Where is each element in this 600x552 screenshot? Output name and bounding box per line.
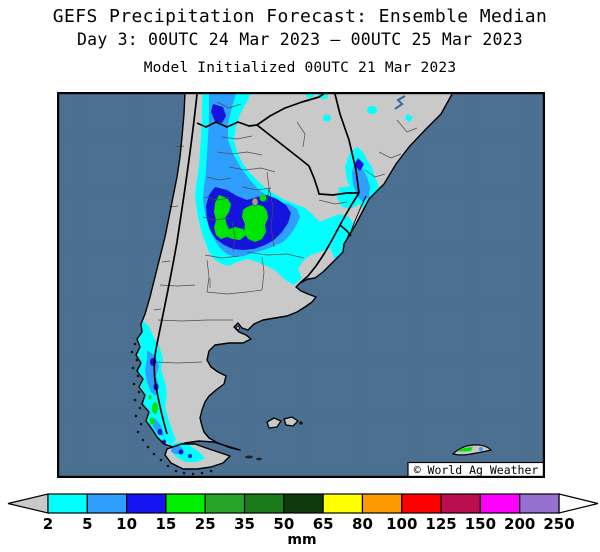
colorbar-tick-80: 80 <box>352 515 373 533</box>
colorbar-canvas: 2 5 10 15 25 35 50 65 80 100 125 150 200 250 mm <box>7 493 599 548</box>
colorbar-tick-100: 100 <box>386 515 417 533</box>
colorbar-cell-200 <box>519 493 560 514</box>
colorbar-tick-15: 15 <box>155 515 176 533</box>
colorbar-cell-125 <box>440 493 481 514</box>
colorbar-cell-15 <box>165 493 206 514</box>
map-border <box>56 91 546 479</box>
colorbar-cell-2 <box>47 493 88 514</box>
colorbar-right-arrow <box>558 493 599 514</box>
country-borders <box>153 89 360 435</box>
forecast-period-subtitle: Day 3: 00UTC 24 Mar 2023 – 00UTC 25 Mar … <box>77 30 523 49</box>
river-icon <box>394 95 406 110</box>
lagoa-dos-patos <box>350 195 367 232</box>
colorbar-tick-5: 5 <box>82 515 92 533</box>
attribution-box: © World Ag Weather <box>407 461 545 479</box>
lagoa-mirim <box>344 233 350 244</box>
colorbar-tick-125: 125 <box>425 515 456 533</box>
colorbar-tick-2: 2 <box>43 515 53 533</box>
colorbar-cell-65 <box>322 493 364 514</box>
colorbar-units-label: mm <box>287 532 316 548</box>
colorbar-tick-labels: 2 5 10 15 25 35 50 65 80 100 125 150 200 250 <box>43 515 575 533</box>
colorbar-cell-50 <box>283 493 324 514</box>
fjord-islets <box>130 342 262 476</box>
province-borders <box>153 101 418 364</box>
map-canvas: © World Ag Weather <box>56 89 546 479</box>
colorbar-cells <box>47 493 560 514</box>
mar-chiquita-lake <box>251 197 259 207</box>
colorbar-cell-10 <box>126 493 167 514</box>
colorbar-tick-200: 200 <box>504 515 535 533</box>
coastline <box>135 91 454 470</box>
page-title: GEFS Precipitation Forecast: Ensemble Me… <box>52 6 548 27</box>
falkland-islands <box>266 416 303 429</box>
bay-island <box>236 326 240 330</box>
colorbar-tick-150: 150 <box>465 515 496 533</box>
model-init-line: Model Initialized 00UTC 21 Mar 2023 <box>143 60 457 76</box>
colorbar-cell-80 <box>361 493 403 514</box>
attribution-text: © World Ag Weather <box>414 463 539 477</box>
colorbar-tick-25: 25 <box>195 515 216 533</box>
colorbar-cell-100 <box>401 493 442 514</box>
colorbar-tick-250: 250 <box>543 515 574 533</box>
colorbar-cell-5 <box>86 493 128 514</box>
colorbar-tick-10: 10 <box>116 515 137 533</box>
water-features <box>236 95 406 330</box>
colorbar-cell-150 <box>479 493 521 514</box>
south-georgia-island <box>451 444 493 456</box>
colorbar-cell-25 <box>204 493 246 514</box>
colorbar-tick-50: 50 <box>273 515 294 533</box>
precipitation-map: © World Ag Weather <box>56 89 546 479</box>
isla-de-los-estados <box>245 455 253 459</box>
colorbar-cell-35 <box>243 493 285 514</box>
colorbar-left-arrow <box>7 493 49 514</box>
colorbar-tick-65: 65 <box>313 515 334 533</box>
precipitation-colorbar: 2 5 10 15 25 35 50 65 80 100 125 150 200 250 mm <box>0 490 600 548</box>
colorbar-tick-35: 35 <box>234 515 255 533</box>
